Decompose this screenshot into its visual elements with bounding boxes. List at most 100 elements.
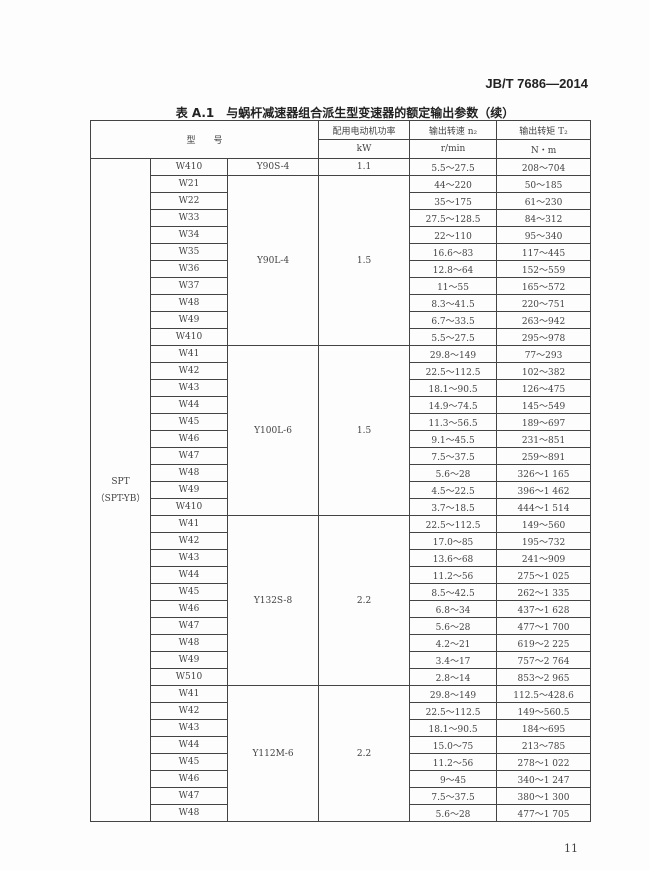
output-torque: 326～1 165 bbox=[496, 464, 592, 482]
table-row: W48 8.3～41.5 220～751 bbox=[91, 294, 592, 312]
reducer-model: W42 bbox=[150, 532, 228, 550]
output-speed: 2.8～14 bbox=[409, 668, 498, 686]
output-speed: 7.5～37.5 bbox=[409, 787, 498, 805]
reducer-model: W410 bbox=[150, 498, 228, 516]
reducer-model: W42 bbox=[150, 702, 228, 720]
output-speed: 3.7～18.5 bbox=[409, 498, 498, 516]
output-torque: 241～909 bbox=[496, 549, 592, 567]
page-number: 11 bbox=[564, 842, 578, 855]
output-torque: 50～185 bbox=[496, 175, 592, 193]
parameter-table: 型 号 配用电动机功率 输出转速 n₂ 输出转矩 T₂ kW r/min N・m… bbox=[89, 120, 592, 822]
output-torque: 220～751 bbox=[496, 294, 592, 312]
table-row: W45 8.5～42.5 262～1 335 bbox=[91, 583, 592, 601]
standard-code: JB/T 7686—2014 bbox=[485, 76, 588, 91]
table-row: W41 Y100L-6 1.5 29.8～149 77～293 bbox=[91, 345, 592, 516]
reducer-model: W21 bbox=[150, 175, 228, 193]
output-speed: 18.1～90.5 bbox=[409, 719, 498, 737]
output-torque: 61～230 bbox=[496, 192, 592, 210]
output-torque: 380～1 300 bbox=[496, 787, 592, 805]
output-speed: 8.3～41.5 bbox=[409, 294, 498, 312]
reducer-model: W48 bbox=[150, 294, 228, 312]
reducer-model: W41 bbox=[150, 515, 228, 533]
reducer-model: W49 bbox=[150, 651, 228, 669]
output-speed: 15.0～75 bbox=[409, 736, 498, 754]
output-speed: 5.6～28 bbox=[409, 804, 498, 822]
table-row: W42 22.5～112.5 102～382 bbox=[91, 362, 592, 380]
output-torque: 149～560.5 bbox=[496, 702, 592, 720]
output-torque: 208～704 bbox=[496, 158, 592, 176]
reducer-model: W46 bbox=[150, 430, 228, 448]
output-torque: 340～1 247 bbox=[496, 770, 592, 788]
motor-power: 1.5 bbox=[318, 345, 411, 516]
reducer-model: W35 bbox=[150, 243, 228, 261]
reducer-model: W41 bbox=[150, 685, 228, 703]
reducer-model: W37 bbox=[150, 277, 228, 295]
header-torque-unit: N・m bbox=[496, 139, 592, 159]
reducer-model: W410 bbox=[150, 328, 228, 346]
reducer-model: W44 bbox=[150, 396, 228, 414]
table-row: W37 11～55 165～572 bbox=[91, 277, 592, 295]
output-speed: 5.5～27.5 bbox=[409, 158, 498, 176]
output-torque: 189～697 bbox=[496, 413, 592, 431]
output-speed: 17.0～85 bbox=[409, 532, 498, 550]
motor-power: 2.2 bbox=[318, 685, 411, 822]
reducer-model: W48 bbox=[150, 464, 228, 482]
motor-model: Y112M-6 bbox=[226, 685, 320, 822]
table-row: W44 15.0～75 213～785 bbox=[91, 736, 592, 754]
output-torque: 77～293 bbox=[496, 345, 592, 363]
output-torque: 95～340 bbox=[496, 226, 592, 244]
table-row: W41 Y112M-6 2.2 29.8～149 112.5～428.6 bbox=[91, 685, 592, 822]
output-speed: 12.8～64 bbox=[409, 260, 498, 278]
output-speed: 11.2～56 bbox=[409, 566, 498, 584]
motor-model: Y132S-8 bbox=[226, 515, 320, 686]
reducer-model: W47 bbox=[150, 447, 228, 465]
reducer-model: W49 bbox=[150, 311, 228, 329]
table-row: W49 3.4～17 757～2 764 bbox=[91, 651, 592, 669]
output-speed: 7.5～37.5 bbox=[409, 447, 498, 465]
output-speed: 14.9～74.5 bbox=[409, 396, 498, 414]
reducer-model: W48 bbox=[150, 634, 228, 652]
output-torque: 145～549 bbox=[496, 396, 592, 414]
output-speed: 6.7～33.5 bbox=[409, 311, 498, 329]
table-row: W44 11.2～56 275～1 025 bbox=[91, 566, 592, 584]
table-row: W43 18.1～90.5 126～475 bbox=[91, 379, 592, 397]
output-speed: 5.6～28 bbox=[409, 617, 498, 635]
series-name: SPT bbox=[111, 476, 130, 487]
reducer-model: W47 bbox=[150, 617, 228, 635]
output-speed: 3.4～17 bbox=[409, 651, 498, 669]
table-row: W44 14.9～74.5 145～549 bbox=[91, 396, 592, 414]
reducer-model: W46 bbox=[150, 770, 228, 788]
motor-model: Y90S-4 bbox=[226, 158, 320, 176]
output-torque: 213～785 bbox=[496, 736, 592, 754]
reducer-model: W44 bbox=[150, 566, 228, 584]
reducer-model: W45 bbox=[150, 413, 228, 431]
output-speed: 5.6～28 bbox=[409, 464, 498, 482]
table-row: W48 5.6～28 477～1 705 bbox=[91, 804, 592, 822]
output-torque: 195～732 bbox=[496, 532, 592, 550]
table-row: W21 Y90L-4 1.5 44～220 50～185 bbox=[91, 175, 592, 346]
output-speed: 9～45 bbox=[409, 770, 498, 788]
table-row: W46 9～45 340～1 247 bbox=[91, 770, 592, 788]
header-speed-unit: r/min bbox=[409, 139, 498, 159]
header-power: 配用电动机功率 bbox=[318, 120, 411, 140]
output-speed: 8.5～42.5 bbox=[409, 583, 498, 601]
table-row: W45 11.3～56.5 189～697 bbox=[91, 413, 592, 431]
reducer-model: W43 bbox=[150, 379, 228, 397]
output-speed: 9.1～45.5 bbox=[409, 430, 498, 448]
table-title: 表 A.1 与蜗杆减速器组合派生型变速器的额定输出参数（续） bbox=[175, 106, 515, 120]
output-torque: 278～1 022 bbox=[496, 753, 592, 771]
output-torque: 165～572 bbox=[496, 277, 592, 295]
output-speed: 16.6～83 bbox=[409, 243, 498, 261]
reducer-model: W46 bbox=[150, 600, 228, 618]
output-torque: 263～942 bbox=[496, 311, 592, 329]
output-speed: 4.5～22.5 bbox=[409, 481, 498, 499]
output-torque: 117～445 bbox=[496, 243, 592, 261]
output-speed: 11.2～56 bbox=[409, 753, 498, 771]
output-speed: 4.2～21 bbox=[409, 634, 498, 652]
output-speed: 22.5～112.5 bbox=[409, 362, 498, 380]
table-row: SPT （SPT-YB） W410 Y90S-4 1.1 5.5～27.5 208～704 bbox=[90, 158, 592, 822]
table-row: W46 9.1～45.5 231～851 bbox=[91, 430, 592, 448]
output-torque: 152～559 bbox=[496, 260, 592, 278]
reducer-model: W510 bbox=[150, 668, 228, 686]
